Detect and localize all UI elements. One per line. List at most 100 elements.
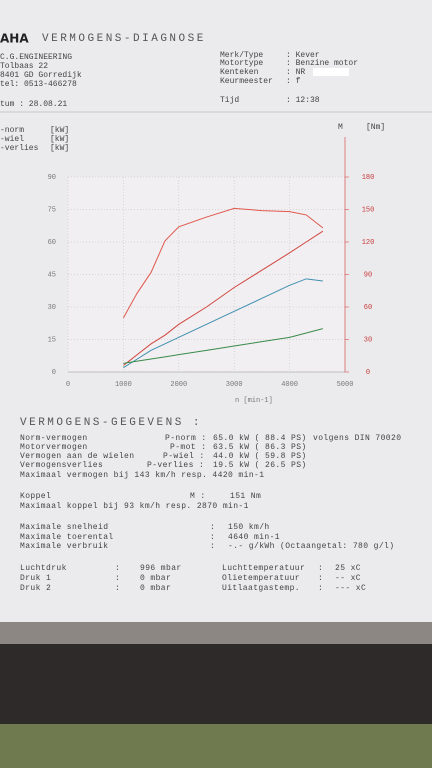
result-cell: -.- g/kWh (Octaangetal: 780 g/l) <box>228 542 394 551</box>
y2-tick-label: 150 <box>362 206 375 214</box>
result-cell: 63.5 kW ( 86.3 PS) <box>213 443 307 452</box>
x-tick-label: 3000 <box>226 381 243 389</box>
y-tick-label: 90 <box>48 174 56 182</box>
vehicle-value: : f <box>286 77 301 86</box>
x-axis-label: n [min-1] <box>235 397 273 405</box>
result-cell: 0 mbar <box>140 574 171 583</box>
legend-name: M <box>338 123 343 132</box>
paper-edge <box>0 622 432 644</box>
result-cell: 151 Nm <box>230 492 261 501</box>
result-cell: Olietemperatuur <box>222 574 300 583</box>
legend-unit: [Nm] <box>366 123 385 132</box>
x-tick-label: 1000 <box>115 381 132 389</box>
result-cell: --- xC <box>335 584 366 593</box>
y2-tick-label: 90 <box>364 271 372 279</box>
vehicle-label: Keurmeester <box>220 77 273 86</box>
date: tum : 28.08.21 <box>0 100 67 109</box>
result-cell: M : <box>190 492 206 501</box>
fabric <box>0 644 432 724</box>
result-cell: P-norm : <box>165 434 207 443</box>
redaction <box>313 68 349 76</box>
result-cell: : <box>210 542 215 551</box>
y-tick-label: 30 <box>48 304 56 312</box>
result-cell: Maximale verbruik <box>20 542 108 551</box>
series-line <box>122 207 324 319</box>
result-cell: -- xC <box>335 574 361 583</box>
logo: AHA <box>0 32 29 46</box>
result-cell: : <box>210 523 215 532</box>
result-cell: Druk 2 <box>20 584 51 593</box>
vehicle-value: : Kever <box>286 51 320 60</box>
result-cell: : <box>115 564 120 573</box>
result-cell: : <box>318 574 323 583</box>
y2-tick-label: 120 <box>362 239 375 247</box>
result-cell: : <box>318 584 323 593</box>
result-cell: Motorvermogen <box>20 443 88 452</box>
results-title: VERMOGENS-GEGEVENS : <box>20 417 202 429</box>
vehicle-label: Tijd <box>220 96 239 105</box>
result-cell: : <box>115 584 120 593</box>
result-cell: Luchttemperatuur <box>222 564 305 573</box>
result-cell: Uitlaatgastemp. <box>222 584 300 593</box>
title: VERMOGENS-DIAGNOSE <box>42 33 206 45</box>
result-cell: Vermogensverlies <box>20 461 103 470</box>
result-cell: 65.0 kW ( 88.4 PS) <box>213 434 307 443</box>
result-cell: 25 xC <box>335 564 361 573</box>
result-cell: P-mot : <box>170 443 206 452</box>
company-line: C.G.ENGINEERING <box>0 53 72 62</box>
result-cell: : <box>318 564 323 573</box>
y2-tick-label: 60 <box>364 304 372 312</box>
chart: 0 15 30 45 60 75 90 0 30 60 90 120 150 180 0 1000 2000 30… <box>0 123 385 405</box>
vehicle-value: : 12:38 <box>286 96 320 105</box>
company-line: 8401 GD Gorredijk <box>0 71 82 80</box>
result-cell: Maximaal koppel bij 93 km/h resp. 2870 m… <box>20 502 249 511</box>
result-cell: : <box>115 574 120 583</box>
vehicle-label: Kenteken <box>220 68 259 77</box>
result-cell: Luchtdruk <box>20 564 67 573</box>
y2-tick-label: 180 <box>362 174 375 182</box>
x-tick-label: 0 <box>66 381 70 389</box>
result-cell: Koppel <box>20 492 51 501</box>
result-cell: Maximaal vermogen bij 143 km/h resp. 442… <box>20 471 264 480</box>
vehicle-value: : NR <box>286 68 305 77</box>
x-tick-label: 4000 <box>281 381 298 389</box>
legend-name: -wiel <box>0 135 24 144</box>
result-cell: 4640 min-1 <box>228 533 280 542</box>
x-tick-label: 5000 <box>337 381 354 389</box>
y-tick-label: 15 <box>48 336 56 344</box>
result-cell: 44.0 kW ( 59.8 PS) <box>213 452 307 461</box>
series-line <box>123 230 324 366</box>
result-cell: Druk 1 <box>20 574 51 583</box>
series-line <box>123 278 323 369</box>
company-line: Tolbaas 22 <box>0 62 48 71</box>
legend-unit: [kW] <box>50 126 69 135</box>
result-cell: 150 km/h <box>228 523 270 532</box>
y2-tick-label: 0 <box>366 369 370 377</box>
result-cell: P-wiel : <box>163 452 205 461</box>
y-tick-label: 0 <box>52 369 56 377</box>
result-cell: Maximale toerental <box>20 533 114 542</box>
series-line <box>123 328 323 364</box>
result-cell: 0 mbar <box>140 584 171 593</box>
y-tick-label: 45 <box>48 271 56 279</box>
result-cell: P-verlies : <box>147 461 204 470</box>
legend-name: -verlies <box>0 144 39 153</box>
result-cell: Norm-vermogen <box>20 434 88 443</box>
legend-name: -norm <box>0 126 24 135</box>
legend-unit: [kW] <box>50 144 69 153</box>
result-cell: volgens DIN 70020 <box>313 434 401 443</box>
y-tick-label: 60 <box>48 239 56 247</box>
result-cell: 19.5 kW ( 26.5 PS) <box>213 461 307 470</box>
result-cell: Vermogen aan de wielen <box>20 452 134 461</box>
result-cell: 996 mbar <box>140 564 182 573</box>
legend-unit: [kW] <box>50 135 69 144</box>
x-tick-label: 2000 <box>170 381 187 389</box>
vehicle-value: : Benzine motor <box>286 59 358 68</box>
result-cell: Maximale snelheid <box>20 523 108 532</box>
vehicle-label: Merk/Type <box>220 51 263 60</box>
y-tick-label: 75 <box>48 206 56 214</box>
fabric-green <box>0 724 432 768</box>
results: Norm-vermogen P-norm : 65.0 kW ( 88.4 PS) v… <box>20 434 401 593</box>
